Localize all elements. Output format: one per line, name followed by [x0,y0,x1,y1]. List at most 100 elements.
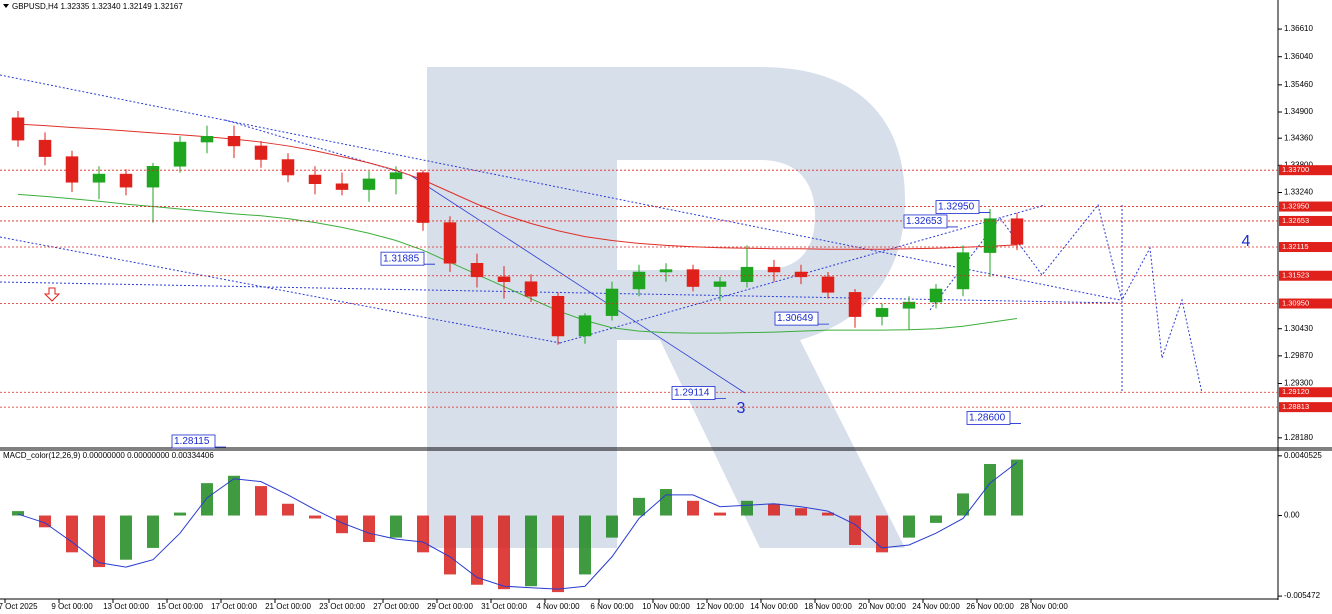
annotation-box [774,311,819,326]
candle-body [686,269,700,287]
x-tick-label: 27 Oct 00:00 [373,602,419,611]
y-tick-label: 0.0040525 [1284,451,1322,460]
level-tag [1279,402,1332,413]
x-tick-label: 28 Nov 00:00 [1020,602,1068,611]
x-tick-label: 24 Nov 00:00 [912,602,960,611]
x-tick-label: 9 Oct 00:00 [51,602,93,611]
macd-bar [282,503,294,516]
level-tag [1279,201,1332,212]
candle-body [227,135,241,147]
candle-body [875,308,889,317]
macd-bar [120,515,132,560]
macd-bar [849,515,861,545]
symbol-menu[interactable] [3,4,9,8]
signal-line [17,462,1018,590]
macd-bar [579,515,591,575]
y-tick-label: 1.33800 [1284,160,1313,169]
macd-bar [255,486,267,516]
macd-bar [768,503,780,516]
y-tick-label: 1.28180 [1284,433,1313,442]
level-tag [1279,165,1332,176]
macd-bar [471,515,483,585]
candle-body [416,172,430,223]
x-tick-label: 12 Nov 00:00 [696,602,744,611]
x-tick-label: 31 Oct 00:00 [481,602,527,611]
annotation-box [171,434,216,449]
macd-bar [957,493,969,516]
moving-average [17,123,1018,250]
y-tick-label: 1.30430 [1284,324,1313,333]
candle-body [11,117,25,141]
macd-bar [525,515,537,587]
annotation-box [903,214,948,229]
trendline [0,236,561,344]
macd-bar [174,512,186,516]
level-label: 1.32950 [1282,202,1309,211]
candle-body [119,173,133,188]
candle-body [254,145,268,160]
level-tag [1279,298,1332,309]
x-tick-label: 18 Nov 00:00 [804,602,852,611]
x-tick-label: 14 Nov 00:00 [750,602,798,611]
y-tick-label: 1.36610 [1284,24,1313,33]
macd-bar [363,515,375,543]
x-tick-label: 6 Nov 00:00 [590,602,634,611]
annotation-box [380,251,425,266]
macd-bar [201,483,213,516]
y-tick-label: 1.29300 [1284,379,1313,388]
candle-body [308,174,322,185]
y-tick-label: 1.36040 [1284,52,1313,61]
level-label: 1.32115 [1282,242,1309,251]
level-label: 1.33700 [1282,165,1309,174]
candle-body [173,141,187,167]
macd-bar [741,500,753,516]
macd-bar [822,512,834,516]
x-tick-label: 26 Nov 00:00 [966,602,1014,611]
macd-bar [633,497,645,516]
candle-body [335,183,349,190]
y-tick-label: 1.33240 [1284,188,1313,197]
candle-body [389,172,403,180]
wave-label: 3 [737,400,746,417]
level-tag [1279,270,1332,281]
macd-bar [66,515,78,553]
candle-body [470,263,484,278]
candles [11,111,1024,345]
annotation-box [671,386,716,400]
y-tick-label: 0.00 [1284,511,1300,520]
candle-body [281,159,295,176]
x-tick-label: 15 Oct 00:00 [157,602,203,611]
level-tag [1279,387,1332,398]
y-tick-label: 1.34360 [1284,133,1313,142]
macd-bar [930,515,942,523]
candle-body [983,218,997,253]
macd-bar [660,489,672,516]
x-tick-label: 13 Oct 00:00 [103,602,149,611]
level-tag [1279,242,1332,253]
y-tick-label: -0.005472 [1284,591,1321,600]
candle-body [524,281,538,297]
watermark [427,67,905,548]
x-tick-label: 4 Nov 00:00 [536,602,580,611]
x-tick-label: 17 Oct 00:00 [211,602,257,611]
macd-bar [687,500,699,516]
candle-body [659,269,673,273]
macd-bar [12,511,24,516]
annotation-label: 1.32653 [906,216,943,227]
candle-body [1010,218,1024,245]
level-tag [1279,215,1332,226]
moving-average [17,193,1018,334]
macd-bar [552,515,564,593]
level-label: 1.29120 [1282,387,1309,396]
candle-body [740,266,754,282]
macd-bar [417,515,429,553]
macd-bar [336,515,348,534]
macd-bar [876,515,888,553]
y-tick-label: 1.34900 [1284,107,1313,116]
trendline [409,174,746,394]
x-tick-label: 29 Oct 00:00 [427,602,473,611]
x-tick-label: 20 Nov 00:00 [858,602,906,611]
x-tick-label: 7 Oct 2025 [0,602,38,611]
level-label: 1.32653 [1282,216,1309,225]
macd-bar [984,463,996,516]
